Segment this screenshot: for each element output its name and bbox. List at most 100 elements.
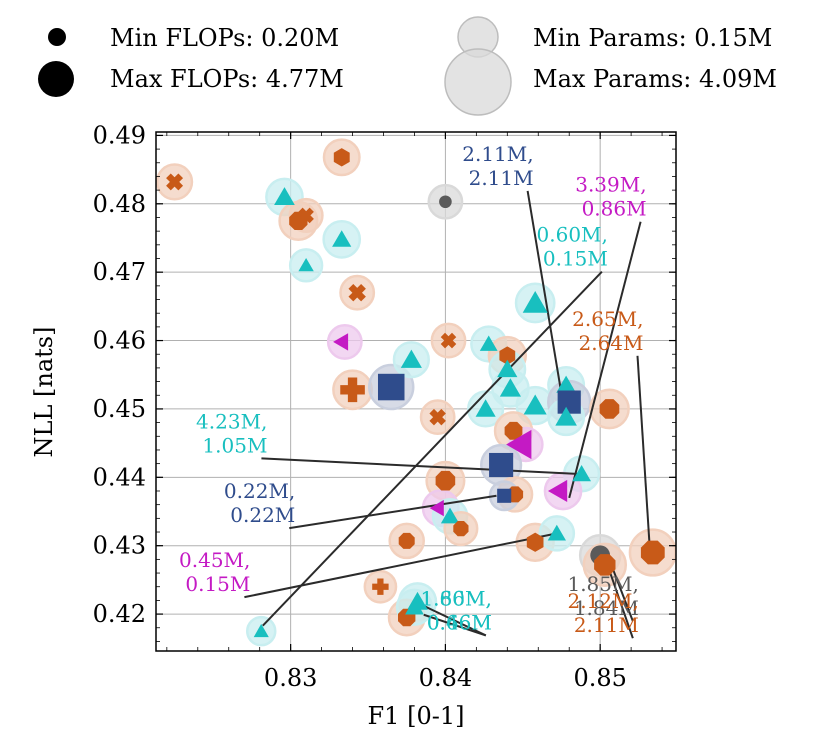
triangle-marker-12 (400, 349, 422, 368)
x-marker-3 (298, 207, 314, 224)
annotation-leader-6 (244, 532, 558, 599)
annotation-label-10: 1.80M, 0.66M (420, 586, 491, 634)
triangle-marker-29 (555, 406, 577, 426)
annotation-line: 2.11M (574, 613, 639, 637)
annotation-label-2: 0.60M, 0.15M (537, 223, 608, 271)
triangle-left-marker-23 (506, 429, 532, 460)
y-tick-label: 0.45 (93, 395, 146, 423)
annotation-line: 1.84M (574, 596, 639, 620)
annotation-leader-5 (289, 494, 497, 530)
x-axis-label: F1 [0-1] (368, 702, 465, 730)
annotation-line: 1.80M, (420, 586, 491, 610)
hexagon-marker-16 (499, 346, 516, 365)
y-tick-label: 0.43 (93, 532, 146, 560)
annotation-line: 0.22M (230, 503, 295, 527)
triangle-marker-19 (475, 399, 496, 417)
annotation-line: 2.65M, (572, 307, 643, 331)
annotation-label-4: 4.23M, 1.05M (196, 409, 267, 457)
annotation-line: 0.46M (427, 610, 492, 634)
triangle-marker-4 (298, 258, 314, 272)
annotation-line: 0.22M, (224, 479, 295, 503)
annotation-leader-1 (568, 221, 642, 499)
annotation-label-5: 0.22M, 0.22M (224, 479, 295, 527)
annotation-leader-10 (423, 613, 487, 637)
annotation-label-0: 2.11M, 2.11M (462, 142, 533, 190)
triangle-marker-47 (253, 623, 269, 638)
legend-max-params-label: Max Params: 4.09M (533, 65, 777, 93)
axis-ticks: 0.83 0.84 0.85 0.42 0.43 0.44 0.45 0.46 0.47 0.48… (93, 121, 676, 692)
annotation-line: 3.39M, (575, 173, 646, 197)
triangle-left-marker-9 (333, 333, 349, 351)
annotation-line: 2.11M, (462, 142, 533, 166)
annotation-label-7: 1.85M, 1.84M (567, 572, 638, 620)
x-marker-8 (348, 283, 366, 302)
x-tick-label: 0.84 (419, 664, 472, 692)
octagon-marker-41 (594, 554, 616, 576)
annotation-leader-3 (636, 355, 651, 548)
x-marker-0 (166, 173, 184, 191)
plot-frame (155, 131, 677, 652)
annotation-line: 0.15M (185, 572, 250, 596)
triangle-marker-39 (547, 524, 566, 541)
annotation-line: 0.60M, (537, 223, 608, 247)
annotation-label-3: 2.65M, 2.64M (572, 307, 643, 355)
y-tick-label: 0.42 (93, 600, 146, 628)
octagon-marker-36 (453, 521, 469, 537)
legend: Min FLOPs: 0.20M Max FLOPs: 4.77M Min Pa… (38, 16, 777, 116)
octagon-marker-37 (398, 532, 415, 549)
annotation-leader-lines (244, 190, 651, 639)
flops-markers (166, 148, 665, 638)
x-tick-label: 0.85 (573, 664, 626, 692)
annotation-line: 2.11M (469, 166, 534, 190)
annotation-line: 1.05M (202, 433, 267, 457)
triangle-marker-17 (497, 359, 518, 378)
square-marker-11 (377, 373, 405, 401)
triangle-marker-31 (572, 465, 591, 482)
square-marker-24 (489, 452, 514, 478)
hexagon-marker-5 (333, 148, 350, 167)
annotation-line: 2.64M (578, 331, 643, 355)
annotation-line: 2.12M, (567, 589, 638, 613)
plus-marker-10 (340, 377, 365, 403)
annotation-leader-0 (526, 190, 563, 395)
y-tick-label: 0.49 (93, 121, 146, 149)
x-tick-label: 0.83 (264, 664, 317, 692)
triangle-marker-18 (499, 378, 521, 397)
y-tick-label: 0.48 (93, 190, 146, 218)
x-marker-13 (440, 332, 457, 349)
annotation-leader-9 (423, 604, 487, 637)
y-axis-label: NLL [nats] (30, 327, 58, 458)
annotation-label-1: 3.39M, 0.86M (575, 173, 646, 221)
y-tick-label: 0.44 (93, 463, 146, 491)
square-marker-26 (497, 488, 512, 503)
annotation-label-9: 1.66M, 0.46M (420, 586, 491, 634)
annotation-line: 1.85M, (567, 572, 638, 596)
triangle-marker-46 (405, 598, 424, 615)
annotation-label-6: 0.45M, 0.15M (179, 548, 250, 596)
octagon-marker-33 (435, 470, 456, 491)
legend-max-flops-marker (38, 61, 74, 97)
annotation-line: 0.66M (427, 610, 492, 634)
y-tick-label: 0.47 (93, 258, 146, 286)
annotation-leader-4 (261, 457, 578, 475)
triangle-marker-1 (274, 187, 295, 205)
triangle-left-marker-32 (548, 479, 568, 502)
triangle-marker-15 (479, 335, 498, 351)
annotation-line: 0.45M, (179, 548, 250, 572)
annotation-line: 0.86M (582, 197, 647, 221)
triangle-marker-27 (556, 375, 576, 393)
legend-min-flops-marker (48, 28, 66, 46)
annotation-leader-2 (262, 270, 603, 627)
triangle-left-marker-34 (429, 499, 444, 517)
legend-min-flops-label: Min FLOPs: 0.20M (110, 24, 339, 52)
legend-max-params-marker (444, 48, 512, 116)
octagon-marker-22 (504, 421, 523, 440)
annotation-line: 1.66M, (420, 586, 491, 610)
square-marker-28 (557, 390, 581, 414)
annotation-leader-8 (606, 565, 634, 639)
triangle-marker-35 (440, 507, 460, 524)
plus-marker-43 (372, 578, 389, 595)
x-marker-14 (429, 408, 446, 426)
triangle-marker-21 (523, 394, 547, 415)
